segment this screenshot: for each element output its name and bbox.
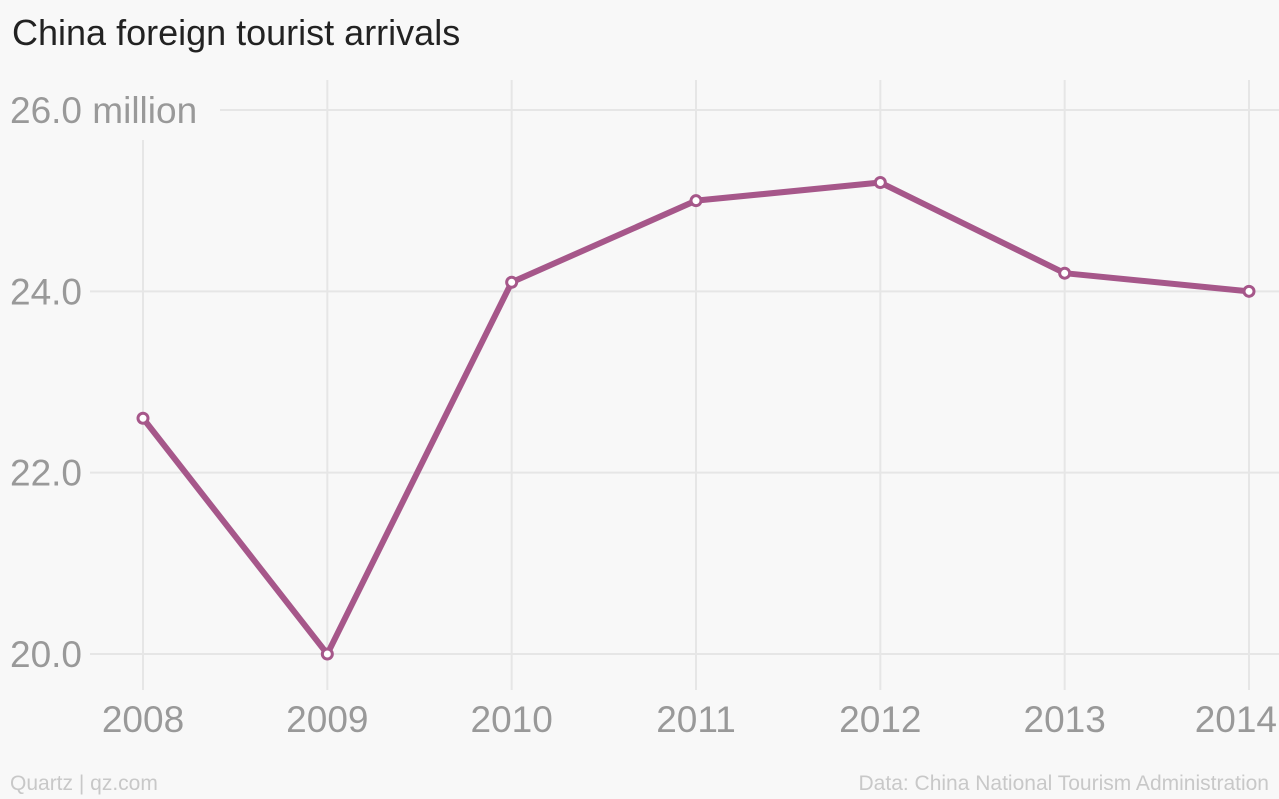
data-point[interactable] bbox=[136, 411, 150, 425]
y-tick-label: 26.0 million bbox=[10, 90, 197, 131]
x-tick-label: 2014 bbox=[1195, 699, 1277, 740]
data-point[interactable] bbox=[689, 194, 703, 208]
x-tick-label: 2011 bbox=[656, 699, 736, 740]
data-point[interactable] bbox=[1242, 284, 1256, 298]
x-tick-label: 2010 bbox=[471, 699, 553, 740]
data-point[interactable] bbox=[320, 647, 334, 661]
chart-title: China foreign tourist arrivals bbox=[12, 12, 461, 53]
data-point[interactable] bbox=[873, 176, 887, 190]
y-tick-label: 20.0 bbox=[10, 634, 82, 675]
data-point[interactable] bbox=[1058, 266, 1072, 280]
y-tick-label: 22.0 bbox=[10, 453, 82, 494]
data-point[interactable] bbox=[505, 275, 519, 289]
footer-credit[interactable]: Quartz | qz.com bbox=[10, 772, 158, 795]
x-tick-label: 2009 bbox=[286, 699, 368, 740]
x-axis-ticks: 2008 2009 2010 2011 2012 2013 2014 bbox=[102, 699, 1277, 740]
footer-source: Data: China National Tourism Administrat… bbox=[858, 772, 1269, 795]
series bbox=[136, 176, 1256, 661]
x-tick-label: 2012 bbox=[839, 699, 921, 740]
grid bbox=[90, 80, 1279, 690]
x-tick-label: 2008 bbox=[102, 699, 184, 740]
x-tick-label: 2013 bbox=[1024, 699, 1106, 740]
y-tick-label: 24.0 bbox=[10, 271, 82, 312]
y-axis-ticks: 20.0 22.0 24.0 26.0 million bbox=[10, 90, 197, 675]
